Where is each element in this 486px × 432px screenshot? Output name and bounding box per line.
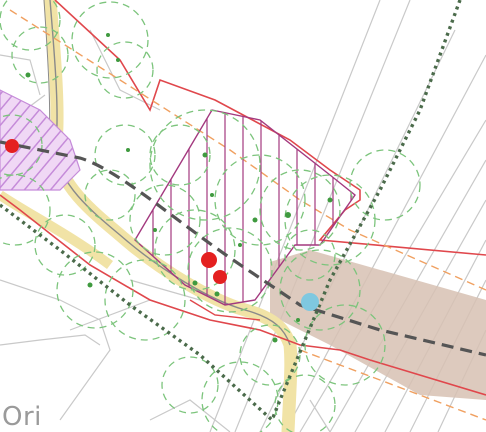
track-route-edge — [0, 190, 113, 270]
red-marker-2[interactable] — [213, 270, 227, 284]
footpath — [49, 0, 291, 346]
dotted-boundary-east — [270, 0, 462, 421]
site-boundary-3 — [189, 299, 261, 321]
brown-area — [270, 250, 486, 400]
dotted-boundary-west — [0, 203, 274, 422]
red-marker-left[interactable] — [5, 139, 19, 153]
blue-marker[interactable] — [301, 293, 319, 311]
tree-canopies — [0, 0, 421, 432]
tree-points — [25, 33, 333, 343]
red-marker-1[interactable] — [201, 252, 217, 268]
orange-dashed-line-2 — [299, 349, 486, 421]
dashed-alignment — [0, 140, 486, 357]
purple-area — [0, 89, 81, 191]
site-boundary-2 — [0, 194, 486, 396]
place-label: Ori — [2, 402, 42, 432]
